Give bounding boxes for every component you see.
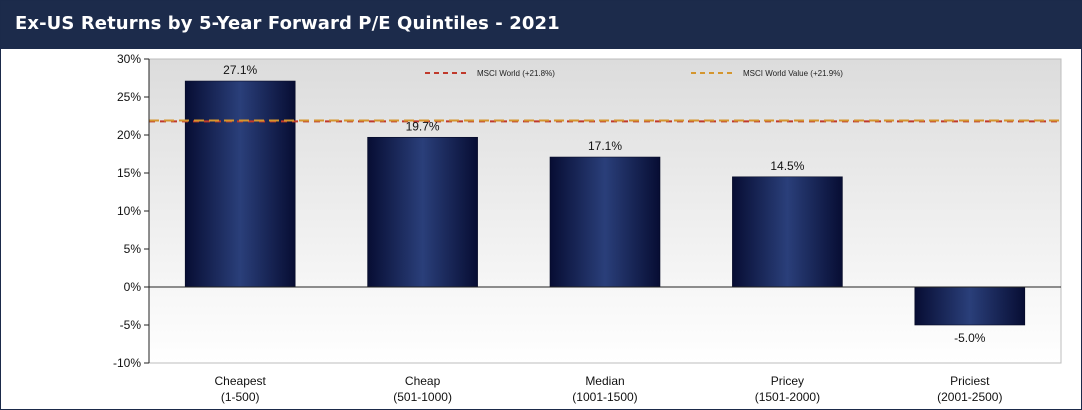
x-tick-sublabel: (1001-1500) [572,390,637,404]
x-tick-sublabel: (2001-2500) [937,390,1002,404]
y-tick-label: 15% [117,166,141,180]
y-tick-label: -5% [120,318,142,332]
y-tick-label: 5% [124,242,142,256]
x-tick-label: Median [585,374,624,388]
y-tick-label: 30% [117,52,141,66]
x-tick-sublabel: (1-500) [221,390,260,404]
legend-label: MSCI World (+21.8%) [477,69,555,78]
y-tick-label: 0% [124,280,142,294]
x-tick-label: Priciest [950,374,990,388]
x-tick-sublabel: (501-1000) [393,390,452,404]
bar [367,136,478,288]
x-tick-label: Cheap [405,374,441,388]
bar [549,156,661,288]
legend-label: MSCI World Value (+21.9%) [743,69,843,78]
title-bar: Ex-US Returns by 5-Year Forward P/E Quin… [1,1,1081,49]
value-label: -5.0% [954,331,986,345]
chart-title: Ex-US Returns by 5-Year Forward P/E Quin… [15,13,560,34]
y-tick-label: 10% [117,204,141,218]
bar [732,176,843,288]
value-label: 17.1% [588,139,622,153]
value-label: 19.7% [406,119,440,133]
value-label: 14.5% [770,159,804,173]
bar [914,286,1026,326]
value-label: 27.1% [223,63,257,77]
x-tick-label: Pricey [771,374,804,388]
x-tick-label: Cheapest [215,374,267,388]
bar-chart: 30% 25% 20% 15% 10% 5% 0% -5% -10% 27.1% Cheapest… [113,52,1062,404]
bar [184,80,296,288]
x-tick-sublabel: (1501-2000) [755,390,820,404]
y-tick-label: -10% [113,356,141,370]
y-tick-label: 25% [117,90,141,104]
y-tick-label: 20% [117,128,141,142]
